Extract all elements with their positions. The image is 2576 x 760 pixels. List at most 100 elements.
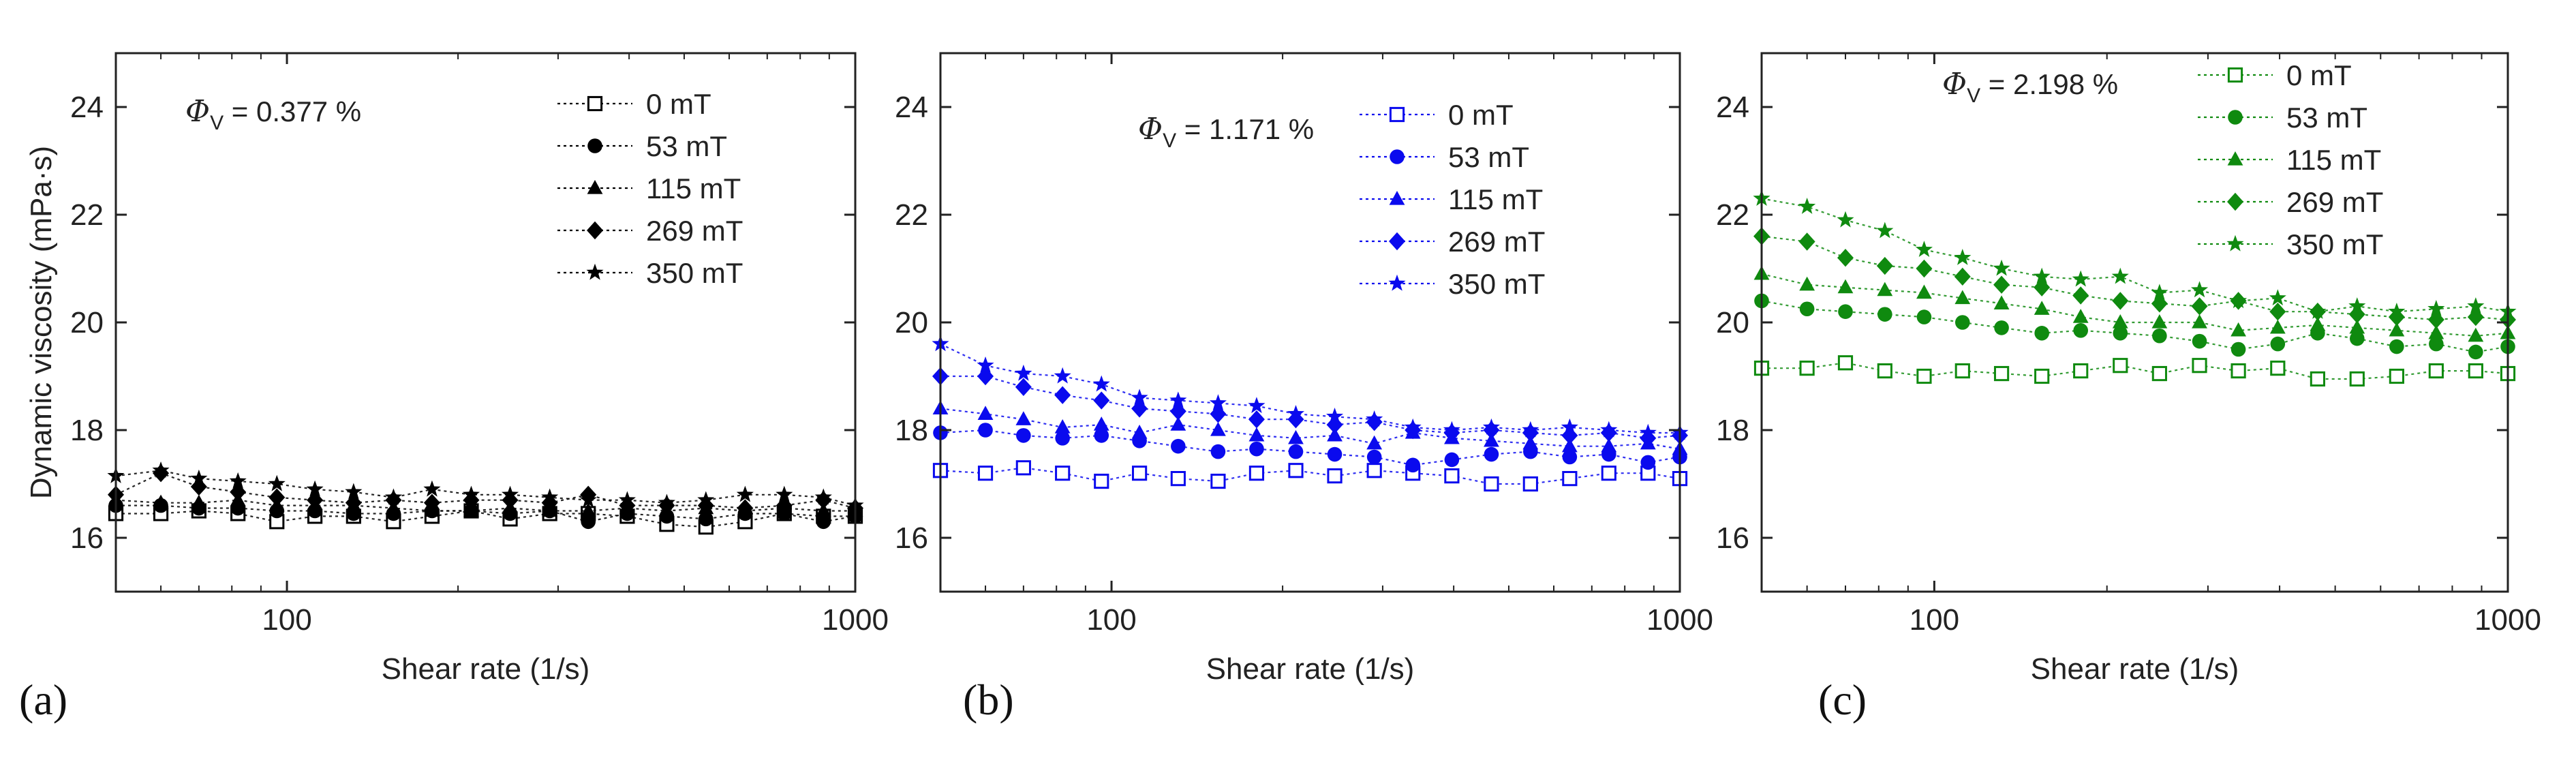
x-tick-label: 1000: [1646, 603, 1713, 637]
data-point: [1405, 457, 1421, 473]
data-point: [2113, 326, 2128, 341]
phi-value: = 2.198 %: [1980, 68, 2118, 100]
legend-label: 350 mT: [646, 257, 743, 289]
data-point: [1248, 410, 1265, 429]
legend: 0 mT 53 mT 115 mT 269 mT 350 mT: [2198, 59, 2383, 260]
data-point: [737, 499, 754, 517]
y-tick-label: 22: [1716, 198, 1749, 232]
data-point: [1131, 399, 1148, 418]
data-point: [2034, 301, 2050, 315]
data-point: [1054, 386, 1071, 404]
legend-marker: [2228, 110, 2243, 125]
data-point: [1209, 394, 1227, 411]
data-point: [2034, 278, 2051, 297]
legend-marker: [2227, 192, 2243, 211]
x-tick-label: 100: [262, 603, 311, 637]
data-point: [2151, 314, 2168, 329]
y-tick-label: 18: [70, 414, 104, 447]
data-point: [2151, 365, 2167, 382]
data-point: [1877, 363, 1892, 379]
data-point: [2190, 281, 2209, 298]
data-point: [269, 488, 286, 506]
data-point: [1248, 466, 1265, 481]
data-point: [1561, 426, 1578, 445]
legend: 0 mT 53 mT 115 mT 269 mT 350 mT: [557, 88, 743, 289]
data-point: [1287, 405, 1305, 421]
data-point: [1210, 405, 1227, 423]
data-point: [2072, 309, 2089, 323]
y-tick-label: 16: [1716, 521, 1749, 555]
data-point: [2073, 323, 2089, 338]
data-point: [190, 469, 208, 486]
data-point: [230, 483, 247, 502]
data-point: [2388, 303, 2406, 319]
data-point: [1600, 421, 1618, 438]
data-point: [2427, 310, 2444, 329]
legend-marker: [2227, 151, 2243, 166]
data-point: [2151, 294, 2168, 313]
legend-label: 269 mT: [1448, 226, 1545, 258]
data-point: [1169, 391, 1187, 408]
data-point: [2072, 270, 2089, 287]
data-point: [1915, 241, 1933, 258]
volume-fraction-annotation: ΦV = 1.171 %: [1138, 112, 1314, 152]
data-point: [2310, 316, 2326, 331]
data-point: [2349, 371, 2365, 387]
legend-label: 53 mT: [646, 130, 727, 162]
data-point: [1798, 232, 1815, 251]
y-tick-label: 24: [70, 91, 104, 124]
data-point: [1837, 279, 1854, 294]
data-point: [1444, 468, 1460, 484]
data-point: [191, 494, 207, 509]
data-point: [1954, 363, 1970, 379]
data-point: [1094, 428, 1109, 443]
data-point: [1916, 284, 1932, 299]
data-point: [1366, 435, 1383, 450]
data-point: [501, 485, 519, 502]
data-point: [1287, 410, 1304, 429]
data-point: [1054, 419, 1071, 434]
data-point: [1443, 421, 1460, 438]
legend-marker: [586, 263, 604, 280]
legend-label: 115 mT: [2286, 144, 2381, 176]
data-point: [1288, 444, 1304, 459]
series-line-350-mt: [115, 470, 856, 506]
legend-marker: [1389, 191, 1405, 205]
data-point: [1482, 418, 1500, 435]
data-point: [1366, 463, 1382, 478]
data-point: [1916, 309, 1932, 324]
data-point: [1484, 446, 1499, 462]
data-point: [2112, 314, 2128, 329]
data-point: [1877, 307, 1892, 322]
data-point: [2034, 368, 2050, 384]
panel-label: (b): [963, 675, 1014, 724]
data-point: [345, 493, 362, 512]
data-point: [463, 502, 479, 517]
data-point: [2468, 363, 2483, 379]
phi-symbol: Φ: [1138, 112, 1163, 147]
data-point: [1093, 416, 1109, 431]
data-point: [1601, 466, 1616, 481]
data-point: [1876, 222, 1894, 239]
data-point: [1248, 427, 1265, 442]
data-point: [1288, 463, 1304, 478]
data-point: [463, 491, 480, 509]
chart-panel-a: 16 18 20 22 24 100 1000 Shear rate (1/s) Dynamic…: [19, 52, 889, 724]
legend-label: 0 mT: [646, 88, 711, 120]
y-tick-label: 22: [895, 198, 928, 232]
x-axis-label: Shear rate (1/s): [2031, 652, 2239, 686]
data-point: [2388, 307, 2405, 326]
data-point: [2467, 307, 2484, 326]
data-point: [423, 493, 440, 512]
legend-marker: [587, 180, 603, 194]
data-point: [1055, 466, 1071, 481]
legend-label: 350 mT: [1448, 268, 1545, 300]
data-point: [1170, 416, 1186, 431]
data-point: [1640, 429, 1657, 448]
data-point: [384, 488, 402, 505]
data-point: [1877, 282, 1893, 297]
data-point: [1484, 432, 1499, 447]
data-point: [618, 491, 636, 508]
data-point: [1562, 449, 1578, 465]
phi-value: = 1.171 %: [1176, 113, 1314, 145]
